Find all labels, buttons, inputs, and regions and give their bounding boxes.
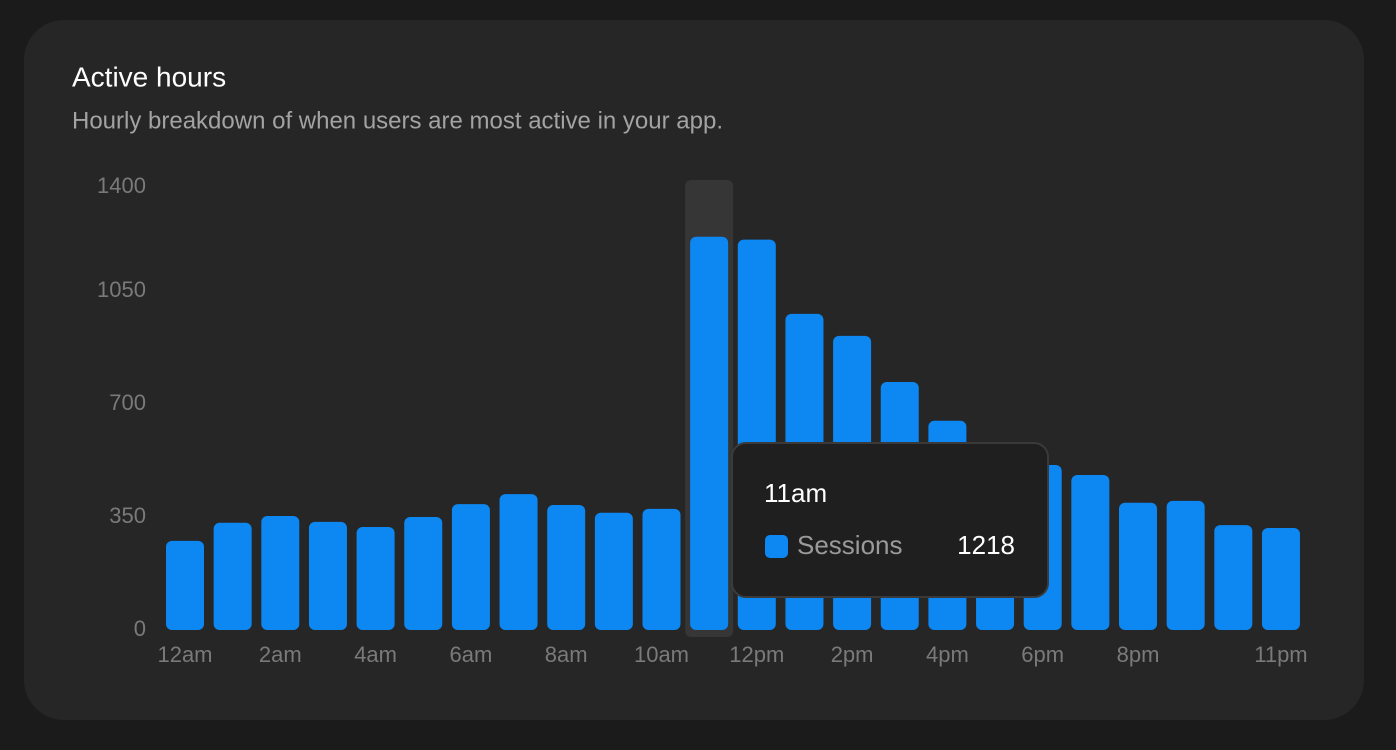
bar [1119,502,1157,630]
x-tick-label: 4pm [926,642,969,667]
bar [356,527,395,630]
bar [499,494,538,630]
x-tick-label: 4am [354,642,397,667]
x-tick-label: 12am [157,642,212,667]
bar [1261,527,1300,630]
bar [690,236,729,630]
y-tick-label: 700 [109,390,146,415]
x-tick-label: 8pm [1117,642,1160,667]
bar [261,516,300,630]
bar [451,504,490,630]
tooltip-value: 1218 [957,530,1015,560]
x-tick-label: 12pm [729,642,784,667]
bar [1214,525,1253,630]
chart-title: Active hours [72,61,226,92]
y-tick-label: 1400 [97,173,146,198]
bar [547,505,586,630]
tooltip-swatch [765,535,788,558]
bar [1071,475,1110,630]
tooltip-box [731,442,1049,598]
bar [404,517,443,630]
bar [594,512,633,630]
x-tick-label: 6am [450,642,493,667]
tooltip: 11am Sessions 1218 [731,442,1049,598]
tooltip-series: Sessions [797,530,903,560]
y-tick-label: 350 [109,503,146,528]
bar [213,522,252,630]
bar [1166,500,1205,630]
tooltip-title: 11am [764,478,827,508]
bar [166,540,204,630]
x-tick-label: 8am [545,642,588,667]
x-tick-label: 2am [259,642,302,667]
bar [642,508,681,630]
x-tick-label: 11pm [1254,642,1307,667]
chart-subtitle: Hourly breakdown of when users are most … [72,107,723,134]
x-tick-label: 2pm [831,642,874,667]
y-tick-label: 1050 [97,277,146,302]
x-tick-label: 6pm [1021,642,1064,667]
bar [308,521,347,630]
y-tick-label: 0 [134,616,146,641]
x-tick-label: 10am [634,642,689,667]
